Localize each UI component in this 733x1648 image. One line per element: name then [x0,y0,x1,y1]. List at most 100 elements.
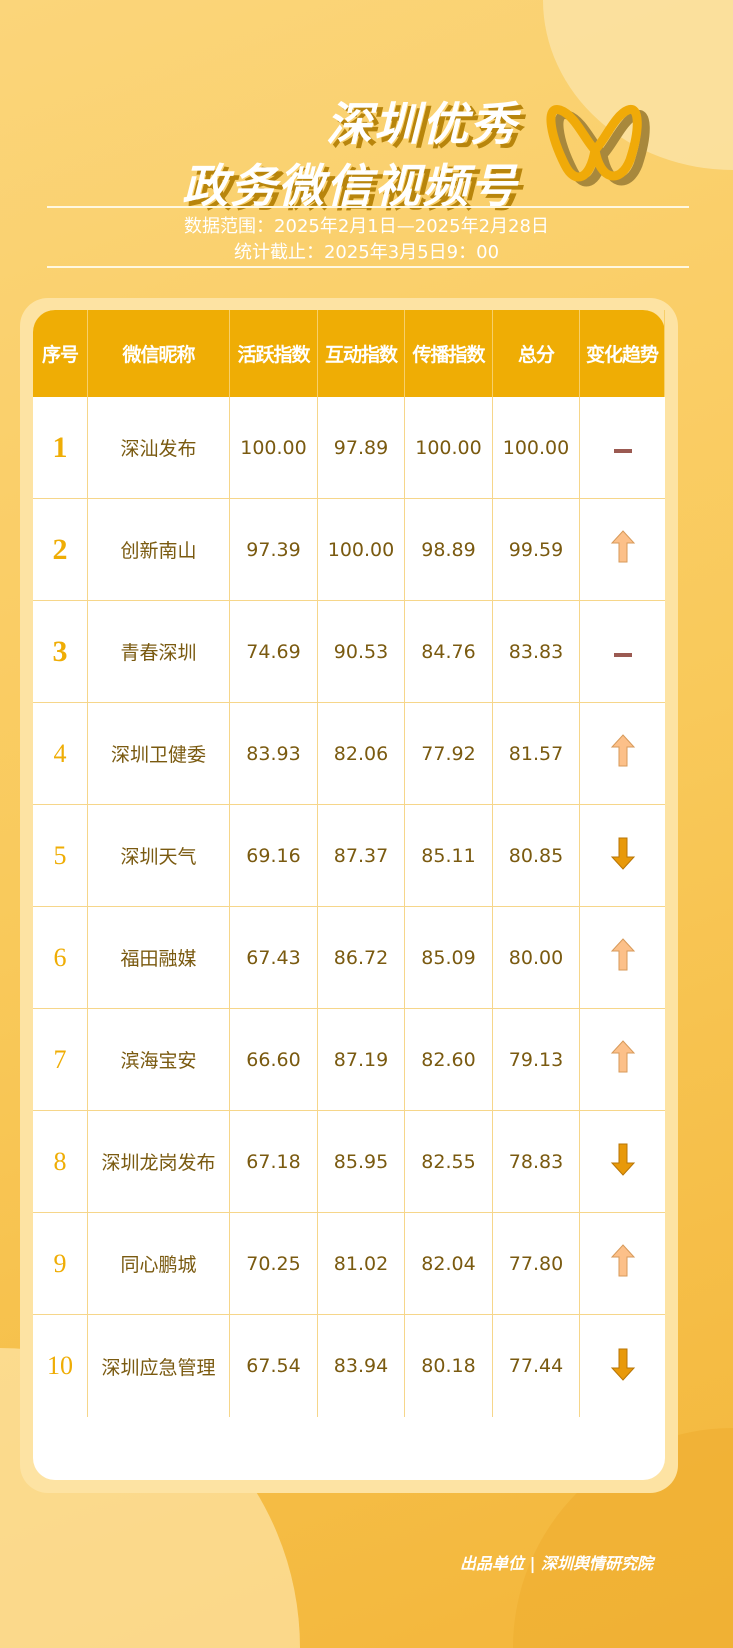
spread-index: 100.00 [405,397,493,498]
spread-index: 82.04 [405,1213,493,1314]
table-row: 9 同心鹏城 70.25 81.02 82.04 77.80 [33,1213,665,1315]
header-total: 总分 [493,310,580,397]
interact-index: 87.37 [318,805,405,906]
trend-up-icon [610,937,636,978]
table-row: 7 滨海宝安 66.60 87.19 82.60 79.13 [33,1009,665,1111]
trend-cell [580,397,665,498]
total-score: 79.13 [493,1009,580,1110]
spread-index: 82.60 [405,1009,493,1110]
interact-index: 90.53 [318,601,405,702]
spread-index: 77.92 [405,703,493,804]
table-row: 4 深圳卫健委 83.93 82.06 77.92 81.57 [33,703,665,805]
rank: 8 [33,1111,88,1212]
active-index: 70.25 [230,1213,318,1314]
account-name: 创新南山 [88,499,230,600]
trend-up-icon [610,733,636,774]
ranking-table: 序号 微信昵称 活跃指数 互动指数 传播指数 总分 变化趋势 1 深汕发布 10… [33,310,665,1480]
total-score: 80.00 [493,907,580,1008]
interact-index: 100.00 [318,499,405,600]
trend-down-icon [610,835,636,876]
rank: 5 [33,805,88,906]
table-row: 10 深圳应急管理 67.54 83.94 80.18 77.44 [33,1315,665,1417]
table-row: 8 深圳龙岗发布 67.18 85.95 82.55 78.83 [33,1111,665,1213]
interact-index: 81.02 [318,1213,405,1314]
interact-index: 86.72 [318,907,405,1008]
trend-cell [580,601,665,702]
rank: 1 [33,397,88,498]
header-trend: 变化趋势 [580,310,665,397]
table-header: 序号 微信昵称 活跃指数 互动指数 传播指数 总分 变化趋势 [33,310,665,397]
rank: 9 [33,1213,88,1314]
spread-index: 85.09 [405,907,493,1008]
title-line-1: 深圳优秀 [326,97,518,151]
trend-cell [580,703,665,804]
trend-down-icon [610,1346,636,1387]
interact-index: 82.06 [318,703,405,804]
title-line-2: 政务微信视频号 [182,159,518,213]
total-score: 81.57 [493,703,580,804]
trend-cell [580,1315,665,1417]
spread-index: 80.18 [405,1315,493,1417]
header-name: 微信昵称 [88,310,230,397]
spread-index: 82.55 [405,1111,493,1212]
total-score: 77.44 [493,1315,580,1417]
account-name: 深圳卫健委 [88,703,230,804]
spread-index: 85.11 [405,805,493,906]
rank: 4 [33,703,88,804]
interact-index: 87.19 [318,1009,405,1110]
active-index: 83.93 [230,703,318,804]
trend-up-icon [610,529,636,570]
active-index: 74.69 [230,601,318,702]
trend-up-icon [610,1243,636,1284]
interact-index: 97.89 [318,397,405,498]
divider [47,266,689,268]
trend-flat-icon [613,641,632,663]
rank: 2 [33,499,88,600]
trend-cell [580,1009,665,1110]
account-name: 青春深圳 [88,601,230,702]
header-interact: 互动指数 [318,310,405,397]
trend-cell [580,907,665,1008]
active-index: 69.16 [230,805,318,906]
trend-flat-icon [613,437,632,459]
table-row: 6 福田融媒 67.43 86.72 85.09 80.00 [33,907,665,1009]
header-active: 活跃指数 [230,310,318,397]
data-range: 数据范围：2025年2月1日—2025年2月28日 [184,216,549,237]
trend-cell [580,805,665,906]
channels-logo-icon [546,104,650,187]
active-index: 97.39 [230,499,318,600]
total-score: 100.00 [493,397,580,498]
total-score: 78.83 [493,1111,580,1212]
total-score: 77.80 [493,1213,580,1314]
trend-up-icon [610,1039,636,1080]
account-name: 深汕发布 [88,397,230,498]
account-name: 福田融媒 [88,907,230,1008]
trend-down-icon [610,1141,636,1182]
spread-index: 98.89 [405,499,493,600]
divider [47,206,689,208]
interact-index: 83.94 [318,1315,405,1417]
rank: 10 [33,1315,88,1417]
rank: 3 [33,601,88,702]
active-index: 67.43 [230,907,318,1008]
table-row: 1 深汕发布 100.00 97.89 100.00 100.00 [33,397,665,499]
table-row: 2 创新南山 97.39 100.00 98.89 99.59 [33,499,665,601]
account-name: 深圳天气 [88,805,230,906]
trend-cell [580,1213,665,1314]
account-name: 同心鹏城 [88,1213,230,1314]
rank: 6 [33,907,88,1008]
interact-index: 85.95 [318,1111,405,1212]
active-index: 67.54 [230,1315,318,1417]
account-name: 深圳龙岗发布 [88,1111,230,1212]
total-score: 83.83 [493,601,580,702]
active-index: 67.18 [230,1111,318,1212]
spread-index: 84.76 [405,601,493,702]
table-row: 3 青春深圳 74.69 90.53 84.76 83.83 [33,601,665,703]
header-spread: 传播指数 [405,310,493,397]
trend-cell [580,1111,665,1212]
account-name: 滨海宝安 [88,1009,230,1110]
account-name: 深圳应急管理 [88,1315,230,1417]
active-index: 66.60 [230,1009,318,1110]
total-score: 80.85 [493,805,580,906]
footer-credit: 出品单位 | 深圳舆情研究院 [460,1554,653,1573]
